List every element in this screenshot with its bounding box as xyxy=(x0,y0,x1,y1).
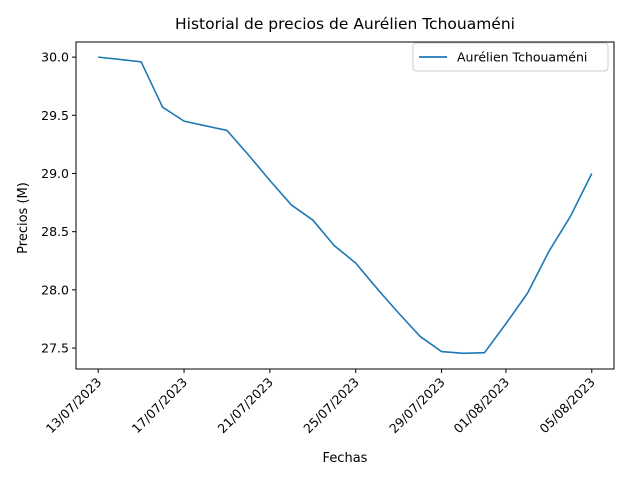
x-axis-label: Fechas xyxy=(323,451,368,466)
y-axis-ticks: 27.5 28.0 28.5 29.0 29.5 30.0 xyxy=(41,50,76,356)
legend: Aurélien Tchouaméni xyxy=(412,42,609,72)
chart-title: Historial de precios de Aurélien Tchouam… xyxy=(175,15,515,33)
legend-box xyxy=(412,42,609,72)
plot-area xyxy=(75,41,615,370)
y-tick-label-3: 29.0 xyxy=(41,166,69,181)
y-tick-label-5: 30.0 xyxy=(41,50,69,65)
series-line-0 xyxy=(98,56,593,355)
y-tick-label-2: 28.5 xyxy=(41,224,69,239)
y-axis-label: Precios (M) xyxy=(16,182,31,254)
axes-frame xyxy=(75,41,615,370)
legend-entry-label: Aurélien Tchouaméni xyxy=(457,50,587,65)
y-tick-label-0: 27.5 xyxy=(41,341,69,356)
y-tick-label-1: 28.0 xyxy=(41,282,69,297)
y-tick-label-4: 29.5 xyxy=(41,108,69,123)
series-layer xyxy=(98,56,593,355)
